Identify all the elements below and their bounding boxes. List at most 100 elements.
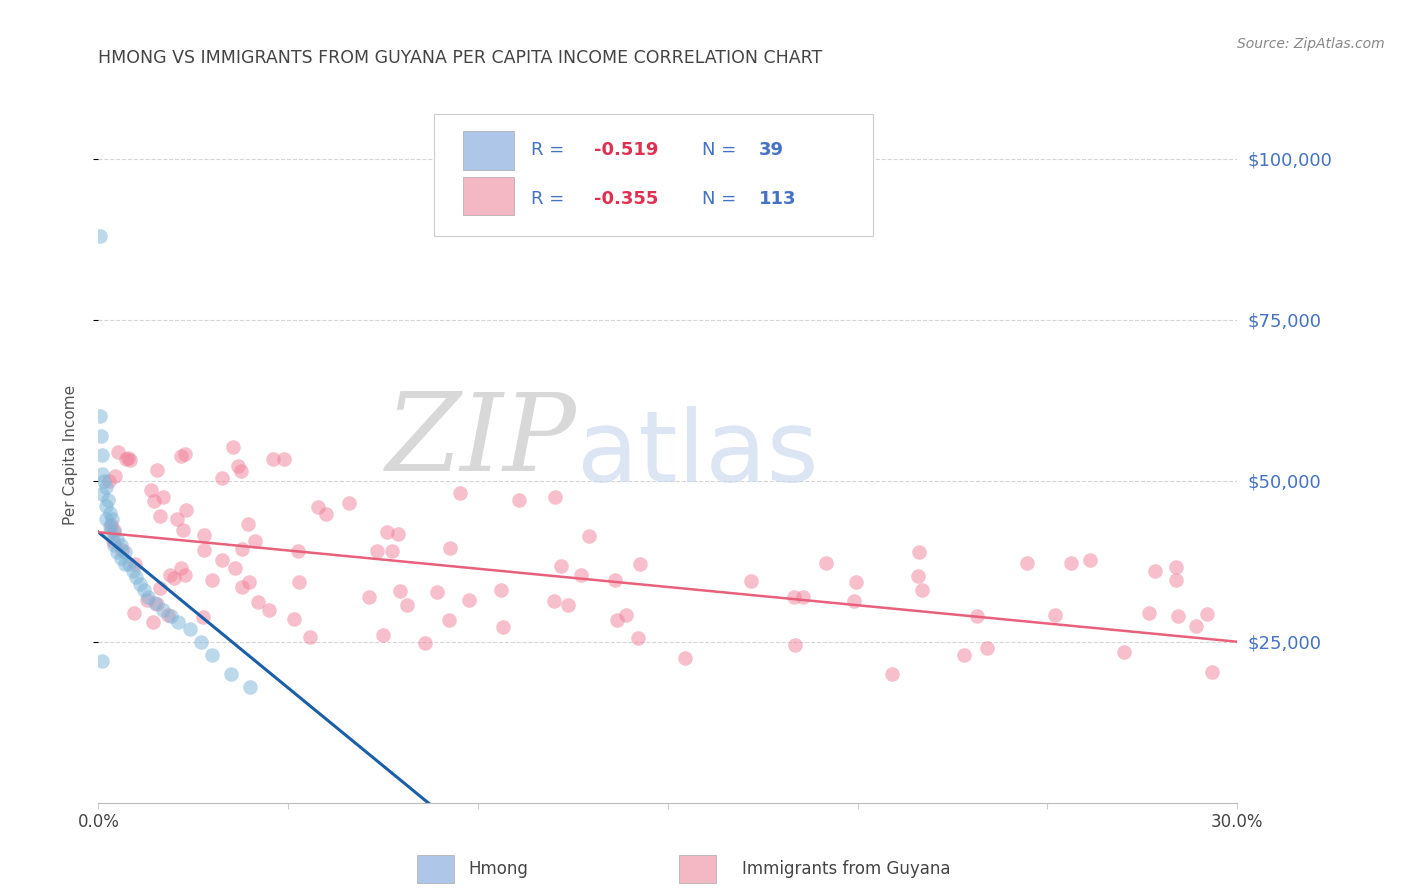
Point xyxy=(170,560,193,574)
Point xyxy=(907,545,929,559)
Point xyxy=(159,609,181,624)
Text: Hmong: Hmong xyxy=(468,860,529,878)
Point xyxy=(238,574,260,589)
Point xyxy=(211,553,233,567)
Point xyxy=(176,503,198,517)
Point xyxy=(101,534,124,549)
Point xyxy=(231,581,253,595)
Point xyxy=(193,543,215,558)
Point xyxy=(359,591,381,605)
Point xyxy=(120,453,142,467)
Point xyxy=(94,500,117,514)
Y-axis label: Per Capita Income: Per Capita Income xyxy=(63,384,77,525)
Point xyxy=(246,595,269,609)
Point xyxy=(911,583,934,598)
Point xyxy=(104,468,127,483)
Point xyxy=(132,583,155,598)
Point xyxy=(616,607,638,622)
Text: atlas: atlas xyxy=(576,407,818,503)
Point xyxy=(1164,559,1187,574)
Point xyxy=(125,570,148,584)
Point xyxy=(508,492,530,507)
Point xyxy=(1166,573,1188,587)
Text: ZIP: ZIP xyxy=(385,388,576,493)
Point xyxy=(221,667,243,681)
Text: R =: R = xyxy=(531,190,571,208)
Point xyxy=(628,558,651,572)
Point xyxy=(449,486,471,500)
Point xyxy=(337,496,360,510)
Point xyxy=(103,525,125,540)
Point xyxy=(1017,556,1039,570)
Point xyxy=(606,613,628,627)
Point xyxy=(439,541,461,555)
Point xyxy=(201,648,224,662)
Point xyxy=(842,594,865,608)
Point xyxy=(236,517,259,532)
Point xyxy=(231,464,253,478)
Point xyxy=(152,490,174,504)
Point xyxy=(976,640,998,655)
Point xyxy=(145,596,167,610)
Point xyxy=(111,543,134,558)
Point xyxy=(307,500,329,514)
Point xyxy=(1112,645,1135,659)
Point xyxy=(143,494,166,508)
Text: Source: ZipAtlas.com: Source: ZipAtlas.com xyxy=(1237,37,1385,52)
Point xyxy=(389,583,412,598)
Point xyxy=(90,428,112,442)
Point xyxy=(783,639,806,653)
Point xyxy=(845,574,868,589)
Point xyxy=(907,569,929,583)
Point xyxy=(179,622,201,636)
Text: N =: N = xyxy=(702,190,742,208)
Text: Immigrants from Guyana: Immigrants from Guyana xyxy=(742,860,950,878)
FancyBboxPatch shape xyxy=(418,855,454,883)
Point xyxy=(1060,556,1083,570)
Point xyxy=(100,512,122,526)
Point xyxy=(159,567,181,582)
Point xyxy=(121,564,143,578)
Point xyxy=(783,590,806,604)
Point xyxy=(437,613,460,627)
Point xyxy=(173,447,195,461)
Point xyxy=(366,544,388,558)
Point xyxy=(114,558,136,572)
Point xyxy=(222,440,245,454)
Point xyxy=(211,471,233,485)
Point xyxy=(136,590,159,604)
Point xyxy=(98,518,121,533)
Point xyxy=(605,573,627,587)
Point xyxy=(172,524,194,538)
Point xyxy=(115,452,138,467)
Point xyxy=(224,561,246,575)
Point xyxy=(740,574,762,588)
Point xyxy=(1043,608,1066,623)
Point xyxy=(880,667,903,681)
Text: 113: 113 xyxy=(759,190,796,208)
Point xyxy=(89,409,111,424)
Point xyxy=(170,449,193,463)
Point xyxy=(201,573,224,587)
Point xyxy=(543,593,565,607)
Point xyxy=(287,544,309,558)
Text: N =: N = xyxy=(702,141,742,159)
Point xyxy=(375,524,398,539)
Point xyxy=(110,538,132,552)
Point xyxy=(129,576,152,591)
Point xyxy=(239,680,262,694)
Point xyxy=(152,602,174,616)
Point xyxy=(146,463,169,477)
Point xyxy=(114,544,136,558)
Point xyxy=(792,590,814,604)
Point xyxy=(673,650,696,665)
Point xyxy=(288,574,311,589)
Point xyxy=(1201,665,1223,680)
Point xyxy=(89,228,111,243)
Text: HMONG VS IMMIGRANTS FROM GUYANA PER CAPITA INCOME CORRELATION CHART: HMONG VS IMMIGRANTS FROM GUYANA PER CAPI… xyxy=(98,49,823,67)
Point xyxy=(97,493,120,508)
Point xyxy=(569,567,592,582)
Point xyxy=(257,603,280,617)
Point xyxy=(1078,553,1101,567)
Text: R =: R = xyxy=(531,141,571,159)
